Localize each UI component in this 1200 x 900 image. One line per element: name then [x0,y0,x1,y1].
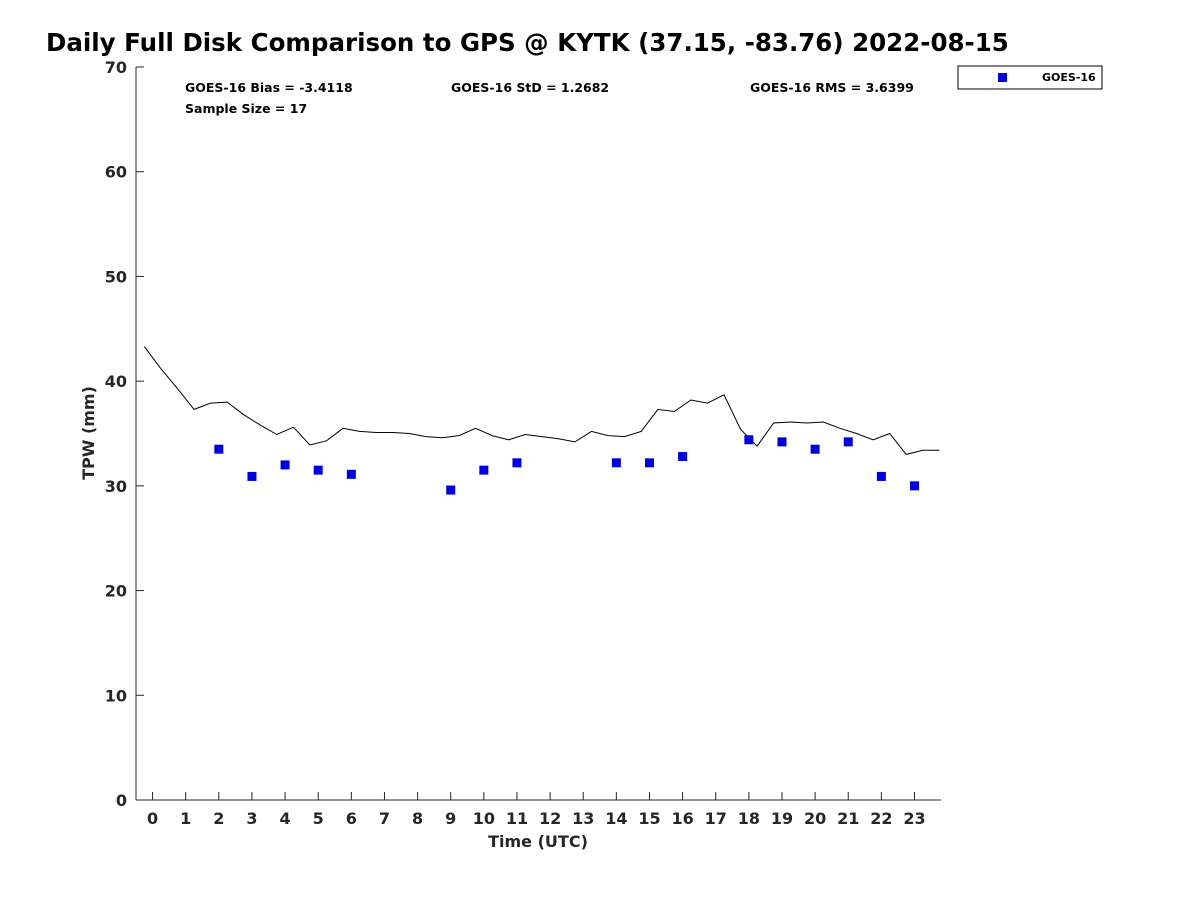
sample-size-stat: Sample Size = 17 [185,101,307,116]
x-tick-label: 22 [870,809,892,828]
y-tick-label: 60 [105,163,127,182]
goes16-point [876,471,886,481]
goes16-point [346,469,356,479]
goes16-point [744,435,754,445]
x-tick-label: 4 [280,809,291,828]
goes16-markers [214,435,919,495]
goes16-point [909,481,919,491]
x-tick-label: 0 [147,809,158,828]
x-tick-label: 13 [572,809,594,828]
bias-stat: GOES-16 Bias = -3.4118 [185,80,353,95]
goes16-point [313,465,323,475]
x-tick-label: 2 [213,809,224,828]
x-tick-label: 1 [180,809,191,828]
goes16-point [479,465,489,475]
x-tick-label: 8 [412,809,423,828]
y-tick-label: 70 [105,58,127,77]
goes16-point [611,458,621,468]
y-tick-label: 0 [116,791,127,810]
y-tick-label: 50 [105,267,127,286]
goes16-point [678,452,688,462]
goes16-point [644,458,654,468]
goes16-point [280,460,290,470]
x-tick-label: 6 [346,809,357,828]
gps-tpw-line [143,346,940,455]
legend-label-goes16: GOES-16 [1042,71,1096,84]
x-tick-label: 18 [738,809,760,828]
goes16-point [214,444,224,454]
y-tick-label: 10 [105,686,127,705]
x-axis-label: Time (UTC) [488,832,588,851]
x-tick-label: 16 [671,809,693,828]
y-axis-label: TPW (mm) [79,386,98,480]
std-stat: GOES-16 StD = 1.2682 [451,80,609,95]
y-tick-label: 40 [105,372,127,391]
goes16-point [512,458,522,468]
x-tick-label: 14 [605,809,627,828]
legend-box [957,65,1103,90]
x-tick-label: 23 [903,809,925,828]
x-tick-label: 3 [246,809,257,828]
y-tick-label: 20 [105,582,127,601]
x-tick-label: 7 [379,809,390,828]
rms-stat: GOES-16 RMS = 3.6399 [750,80,914,95]
x-tick-label: 20 [804,809,826,828]
x-tick-label: 11 [506,809,528,828]
y-tick-label: 30 [105,477,127,496]
legend: GOES-16 [957,65,1103,90]
x-tick-label: 17 [705,809,727,828]
goes16-point [247,471,257,481]
x-tick-label: 12 [539,809,561,828]
x-tick-label: 9 [445,809,456,828]
goes16-point [810,444,820,454]
gps-line [143,346,940,455]
goes16-point [777,437,787,447]
goes16-point [843,437,853,447]
x-tick-label: 5 [313,809,324,828]
x-tick-label: 10 [473,809,495,828]
legend-marker-goes16 [998,73,1007,82]
chart-title: Daily Full Disk Comparison to GPS @ KYTK… [46,28,1009,57]
x-tick-label: 19 [771,809,793,828]
x-tick-label: 15 [638,809,660,828]
x-tick-label: 21 [837,809,859,828]
goes16-point [446,485,456,495]
